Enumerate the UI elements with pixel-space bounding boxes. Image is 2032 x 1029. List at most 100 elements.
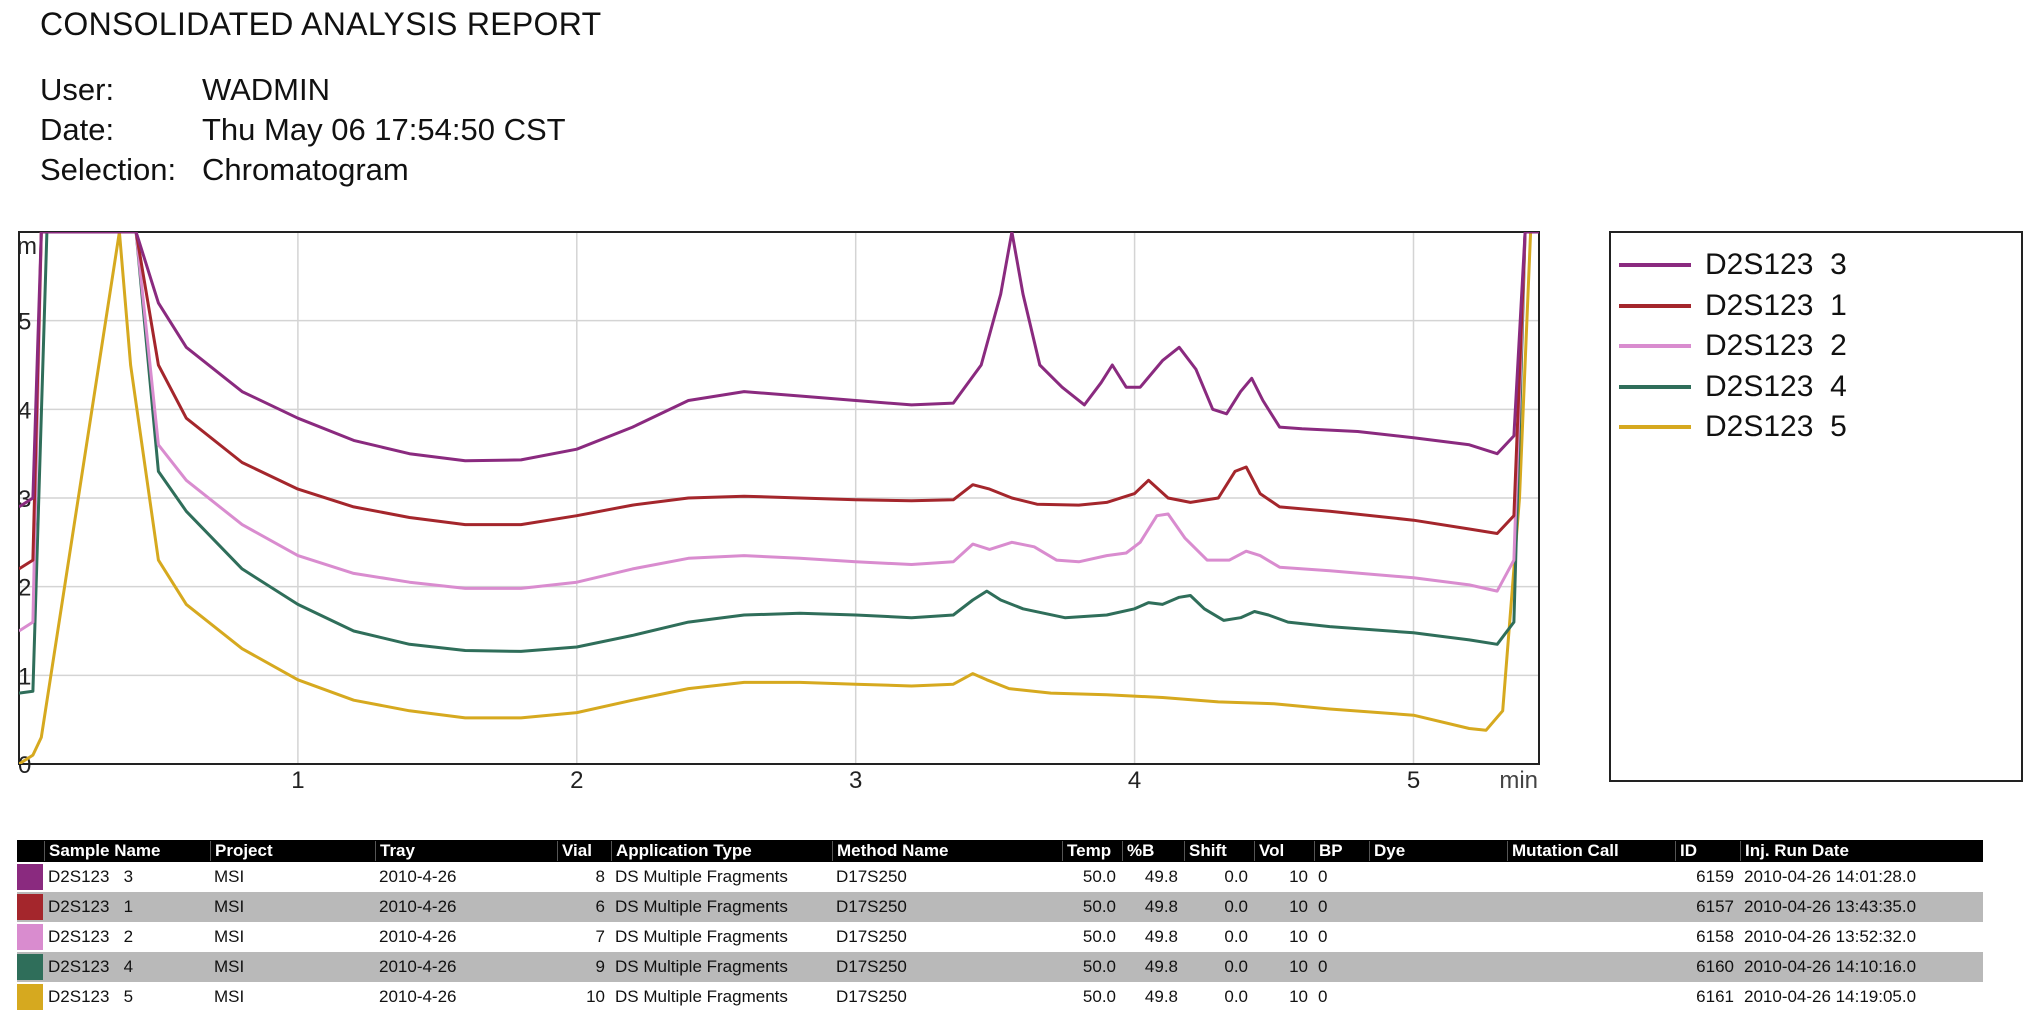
table-cell: 50.0 <box>1082 957 1116 976</box>
table-cell: 6158 <box>1696 927 1734 946</box>
table-cell: 2010-4-26 <box>379 957 457 976</box>
table-row[interactable]: D2S123 2 MSI 2010-4-26 7 DS Multiple Fragmen… <box>17 922 1983 952</box>
column-header[interactable]: Dye <box>1369 841 1507 861</box>
table-cell: 49.8 <box>1144 927 1178 946</box>
table-row[interactable]: D2S123 5 MSI 2010-4-26 10 DS Multiple Fragme… <box>17 982 1983 1012</box>
table-cell: 0.0 <box>1224 957 1248 976</box>
table-row[interactable]: D2S123 4 MSI 2010-4-26 9 DS Multiple Fragmen… <box>17 952 1983 982</box>
table-cell: 0 <box>1318 927 1328 946</box>
table-cell: 2010-04-26 14:10:16.0 <box>1744 957 1917 976</box>
table-cell: 7 <box>595 927 605 946</box>
column-header[interactable]: Project <box>210 841 375 861</box>
table-cell: 6 <box>595 897 605 916</box>
table-cell: D2S123 2 <box>48 927 134 946</box>
table-cell: 50.0 <box>1082 867 1116 886</box>
column-header[interactable]: Mutation Call <box>1507 841 1675 861</box>
table-cell: DS Multiple Fragments <box>615 927 788 946</box>
y-axis-label: m <box>17 233 37 260</box>
legend-item: D2S123 1 <box>1619 286 1847 326</box>
legend-label: D2S123 2 <box>1705 329 1847 362</box>
column-header[interactable]: Vial <box>557 841 611 861</box>
table-cell: 6161 <box>1696 987 1734 1006</box>
column-header[interactable]: Inj. Run Date <box>1740 841 1950 861</box>
column-header[interactable]: %B <box>1122 841 1184 861</box>
table-cell: 2010-04-26 13:52:32.0 <box>1744 927 1917 946</box>
column-header[interactable]: Application Type <box>611 841 832 861</box>
table-cell: 50.0 <box>1082 987 1116 1006</box>
table-cell: MSI <box>214 897 245 916</box>
legend-swatch <box>1619 263 1691 267</box>
sample-table: Sample Name Project Tray Vial Application Ty… <box>17 840 1983 1012</box>
x-tick-label: 5 <box>1407 767 1420 790</box>
y-tick-label: 1 <box>18 663 31 690</box>
plot-frame <box>18 231 1540 765</box>
table-row[interactable]: D2S123 1 MSI 2010-4-26 6 DS Multiple Fragmen… <box>17 892 1983 922</box>
column-header[interactable]: Temp <box>1062 841 1122 861</box>
legend-swatch <box>1619 344 1691 348</box>
column-header[interactable]: Method Name <box>832 841 1062 861</box>
series-line <box>19 232 1539 633</box>
table-cell: 2010-04-26 14:01:28.0 <box>1744 867 1917 886</box>
series-line <box>19 232 1539 509</box>
legend-swatch <box>1619 384 1691 389</box>
x-tick-label: 3 <box>849 767 862 790</box>
table-cell: 2010-4-26 <box>379 987 457 1006</box>
row-color-swatch <box>17 924 43 950</box>
row-color-swatch <box>17 984 43 1010</box>
series-group <box>19 232 1539 764</box>
table-cell: DS Multiple Fragments <box>615 897 788 916</box>
row-color-swatch <box>17 894 43 920</box>
series-line <box>19 232 1539 695</box>
table-row[interactable]: D2S123 3 MSI 2010-4-26 8 DS Multiple Fragmen… <box>17 862 1983 892</box>
table-cell: 49.8 <box>1144 867 1178 886</box>
table-cell: 9 <box>595 957 605 976</box>
y-tick-label: 5 <box>18 309 31 336</box>
table-cell: 8 <box>595 867 605 886</box>
x-tick-label: 1 <box>291 767 304 790</box>
table-cell: 49.8 <box>1144 987 1178 1006</box>
table-cell: MSI <box>214 867 245 886</box>
table-cell: 10 <box>586 987 605 1006</box>
table-cell: 0.0 <box>1224 897 1248 916</box>
table-cell: DS Multiple Fragments <box>615 957 788 976</box>
column-header[interactable]: BP <box>1314 841 1369 861</box>
table-cell: 6157 <box>1696 897 1734 916</box>
table-cell: DS Multiple Fragments <box>615 867 788 886</box>
column-header[interactable]: Tray <box>375 841 557 861</box>
table-cell: 6159 <box>1696 867 1734 886</box>
legend-label: D2S123 5 <box>1705 410 1847 443</box>
date-value: Thu May 06 17:54:50 CST <box>202 112 566 147</box>
legend-swatch <box>1619 425 1691 429</box>
table-cell: 0 <box>1318 957 1328 976</box>
column-header[interactable]: Shift <box>1184 841 1254 861</box>
legend-item: D2S123 2 <box>1619 326 1847 366</box>
table-cell: 49.8 <box>1144 897 1178 916</box>
table-cell: 2010-4-26 <box>379 867 457 886</box>
table-header: Sample Name Project Tray Vial Application Ty… <box>17 840 1983 862</box>
series-line <box>19 232 1539 764</box>
table-cell: 0 <box>1318 867 1328 886</box>
table-cell: 0 <box>1318 897 1328 916</box>
table-cell: D17S250 <box>836 867 907 886</box>
legend-label: D2S123 1 <box>1705 288 1847 322</box>
column-header[interactable]: Sample Name <box>44 841 210 861</box>
y-tick-label: 4 <box>18 397 31 424</box>
report-metadata: User: WADMIN Date: Thu May 06 17:54:50 CST… <box>40 70 566 190</box>
table-cell: 6160 <box>1696 957 1734 976</box>
column-header[interactable]: ID <box>1675 841 1740 861</box>
table-cell: 0.0 <box>1224 867 1248 886</box>
table-cell: D17S250 <box>836 897 907 916</box>
user-label: User: <box>40 72 115 107</box>
table-cell: 10 <box>1289 987 1308 1006</box>
table-cell: MSI <box>214 927 245 946</box>
table-cell: 50.0 <box>1082 927 1116 946</box>
user-value: WADMIN <box>202 72 330 107</box>
table-cell: D17S250 <box>836 927 907 946</box>
table-cell: D2S123 3 <box>48 867 134 886</box>
column-header[interactable]: Vol <box>1254 841 1314 861</box>
chart-legend: D2S123 3 D2S123 1 D2S123 2 D2S123 4 D2S123 5 <box>1609 231 2023 782</box>
table-cell: 10 <box>1289 927 1308 946</box>
table-cell: 10 <box>1289 867 1308 886</box>
table-cell: 2010-4-26 <box>379 927 457 946</box>
